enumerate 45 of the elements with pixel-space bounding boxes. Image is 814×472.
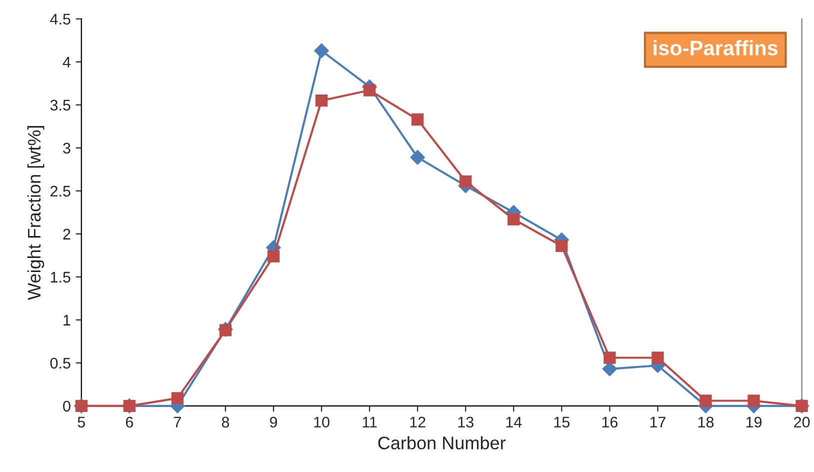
x-tick-label: 17 [650,416,666,428]
point [700,394,712,407]
point [748,394,760,407]
y-tick-label: 4 [62,56,71,68]
x-tick-label: 20 [794,416,810,428]
point [171,392,184,404]
y-tick-label: 3 [63,142,70,154]
annotation: iso-Paraffins [654,40,778,56]
x-tick-label: 18 [698,416,714,428]
point [315,94,328,107]
x-axis-title: Carbon Number [378,436,506,450]
point [314,43,329,58]
x-tick-label: 6 [126,416,134,428]
point [410,150,425,165]
y-tick-label: 1.5 [50,272,70,283]
x-tick-label: 9 [270,416,278,428]
x-tick-label: 5 [78,416,86,428]
point [460,175,472,188]
x-tick-label: 13 [458,416,474,428]
point [556,240,568,252]
x-tick-label: 14 [506,416,522,428]
y-tick-label: 4.5 [50,14,70,25]
point [267,250,280,262]
x-tick-label: 12 [410,416,426,428]
point [412,113,424,126]
x-tick-label: 11 [362,416,377,428]
x-tick-label: 8 [222,416,230,428]
y-tick-label: 2.5 [50,186,70,197]
point [604,352,616,364]
point [652,352,664,364]
y-axis-title: Weight Fraction [wt%] [27,126,44,300]
point [508,213,520,226]
y-tick-label: 0 [63,400,70,412]
point [363,84,376,96]
y-tick-label: 2 [63,228,70,240]
y-tick-label: 3.5 [50,100,70,111]
y-tick-label: 0.5 [50,358,70,369]
x-tick-label: 16 [602,416,618,428]
x-tick-label: 7 [174,416,181,428]
point [602,362,618,376]
x-tick-label: 19 [746,416,762,428]
point [219,324,232,336]
x-tick-label: 10 [314,416,330,428]
x-tick-label: 15 [554,416,570,428]
y-tick-label: 1 [64,314,70,326]
